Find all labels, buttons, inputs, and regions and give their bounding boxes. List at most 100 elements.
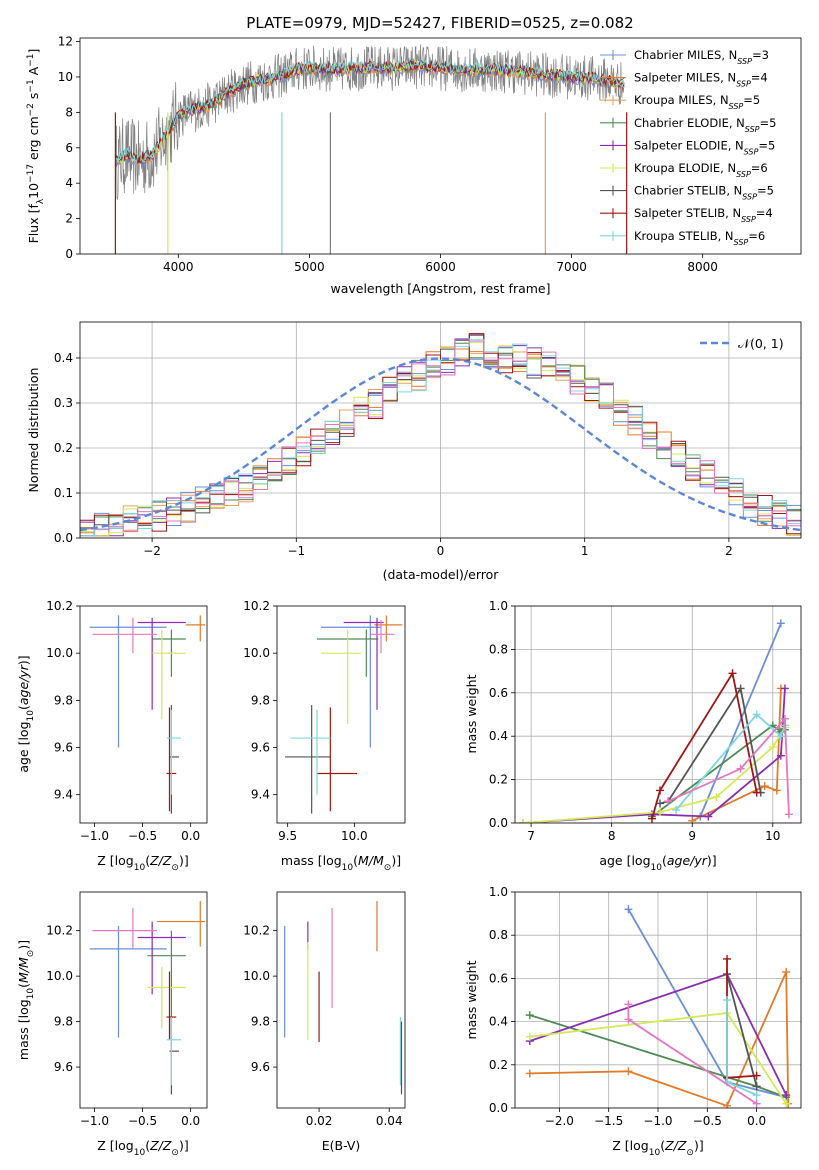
weight-line (675, 713, 786, 811)
legend-label: Salpeter STELIB, NSSP=4 (634, 206, 773, 224)
weight-marker (782, 967, 791, 976)
weight-line (651, 670, 758, 819)
y-tick-label: 10.0 (46, 969, 73, 983)
label-part: )] (179, 853, 189, 868)
legend-label: Chabrier MILES, NSSP=3 (634, 48, 769, 66)
axes-frame (276, 891, 406, 1109)
weight-marker (776, 751, 785, 760)
label-part: ⊙ (171, 1148, 179, 1158)
weight-marker (782, 1091, 791, 1100)
y-tick-label: 10.0 (243, 646, 270, 660)
legend-value: =6 (748, 229, 765, 243)
histogram-step (80, 338, 801, 538)
weight-marker (525, 1011, 534, 1020)
model-spectrum (114, 59, 625, 166)
label-part: −2 (26, 103, 36, 116)
legend-text: Kroupa ELODIE, N (634, 161, 736, 175)
x-axis-label: wavelength [Angstrom, rest frame] (330, 281, 550, 296)
legend-value: =5 (743, 93, 760, 107)
y-tick-label: 9.6 (54, 1060, 73, 1074)
weight-marker (736, 684, 745, 693)
x-tick-label: 0.02 (306, 1114, 333, 1128)
x-tick-label: 8000 (687, 260, 718, 274)
axes-frame (79, 37, 802, 255)
label-part: wavelength [Angstrom, rest frame] (330, 281, 550, 296)
y-tick-label: 0.2 (489, 1058, 508, 1072)
axes-frame (79, 605, 208, 824)
legend-text: Chabrier ELODIE, N (634, 116, 745, 130)
x-tick-label: 0.0 (181, 1114, 200, 1128)
normal-curve (80, 357, 801, 532)
y-tick-label: 6 (65, 141, 73, 155)
figure-title: PLATE=0979, MJD=52427, FIBERID=0525, z=0… (246, 14, 633, 32)
y-tick-label: 10.2 (46, 924, 73, 938)
weight-marker (784, 810, 793, 819)
plot-area (285, 615, 403, 814)
x-tick-label: 7 (527, 829, 535, 843)
label-part: Z [log (97, 1138, 133, 1153)
legend-value: =5 (757, 184, 774, 198)
legend-sub: SSP (745, 124, 760, 133)
x-tick-label: 0.04 (376, 1114, 403, 1128)
x-tick-label: −1.5 (594, 1114, 623, 1128)
legend-text: Kroupa STELIB, N (634, 229, 734, 243)
weight-marker (736, 764, 745, 773)
y-tick-label: 0.8 (489, 928, 508, 942)
legend-value: =3 (752, 48, 769, 62)
label-part: 10 (26, 988, 36, 1000)
plot-area (114, 44, 628, 254)
plot-area (89, 901, 206, 1095)
x-tick-label: 9 (688, 829, 696, 843)
plot-area (89, 615, 206, 814)
y-axis-label: mass weight (464, 960, 479, 1039)
y-tick-label: 9.4 (54, 788, 73, 802)
label-part: ( (660, 1138, 665, 1153)
legend-value: =4 (751, 71, 768, 85)
weight-line (667, 716, 790, 815)
x-tick-label: 6000 (425, 260, 456, 274)
y-tick-label: 0 (65, 247, 73, 261)
weight-marker (624, 1000, 633, 1009)
y-axis-label: mass weight (464, 674, 479, 753)
model-spectrum (115, 59, 625, 164)
weight-marker (752, 1091, 761, 1100)
legend-label: Kroupa ELODIE, NSSP=6 (634, 161, 768, 179)
label-part: ( (16, 983, 31, 988)
plot-area (80, 322, 801, 538)
y-tick-label: 10 (58, 70, 73, 84)
x-axis-label: Z [log10(Z/Z⊙)] (97, 853, 188, 873)
legend-label: 𝒩(0, 1) (738, 336, 784, 351)
label-part: 10 (134, 1148, 146, 1158)
label-part: ⊙ (686, 1148, 694, 1158)
legend-sub: SSP (741, 215, 756, 224)
legend-text: Salpeter ELODIE, N (634, 138, 744, 152)
label-part: Z [log (97, 853, 133, 868)
legend-value: =5 (760, 116, 777, 130)
x-tick-label: −1.0 (80, 1114, 109, 1128)
x-tick-label: 0.0 (747, 1114, 766, 1128)
x-tick-label: −2 (143, 544, 161, 558)
legend-value: =6 (751, 161, 768, 175)
y-tick-label: 1.0 (489, 599, 508, 613)
weight-marker (780, 714, 789, 723)
label-part: Normed distribution (26, 368, 41, 493)
weight-marker (768, 743, 777, 752)
x-tick-label: −1.0 (643, 1114, 672, 1128)
weight-marker (624, 905, 633, 914)
label-part: 10 (26, 710, 36, 722)
y-tick-label: 2 (65, 212, 73, 226)
legend-sub: SSP (744, 147, 759, 156)
label-part: )] (179, 1138, 189, 1153)
weight-marker (647, 814, 656, 823)
axes-frame (276, 605, 406, 824)
y-axis-label: Flux [fλ10−17 erg cm−2 s−1 A−1] (26, 49, 46, 244)
label-part: ] (26, 49, 41, 54)
y-tick-label: 9.8 (54, 1015, 73, 1029)
weight-marker (704, 812, 713, 821)
weight-marker (776, 732, 785, 741)
legend-sub: SSP (736, 170, 751, 179)
weight-line (691, 688, 782, 822)
y-tick-label: 0.8 (489, 642, 508, 656)
y-tick-label: 0.1 (54, 486, 73, 500)
y-tick-label: 9.8 (54, 693, 73, 707)
